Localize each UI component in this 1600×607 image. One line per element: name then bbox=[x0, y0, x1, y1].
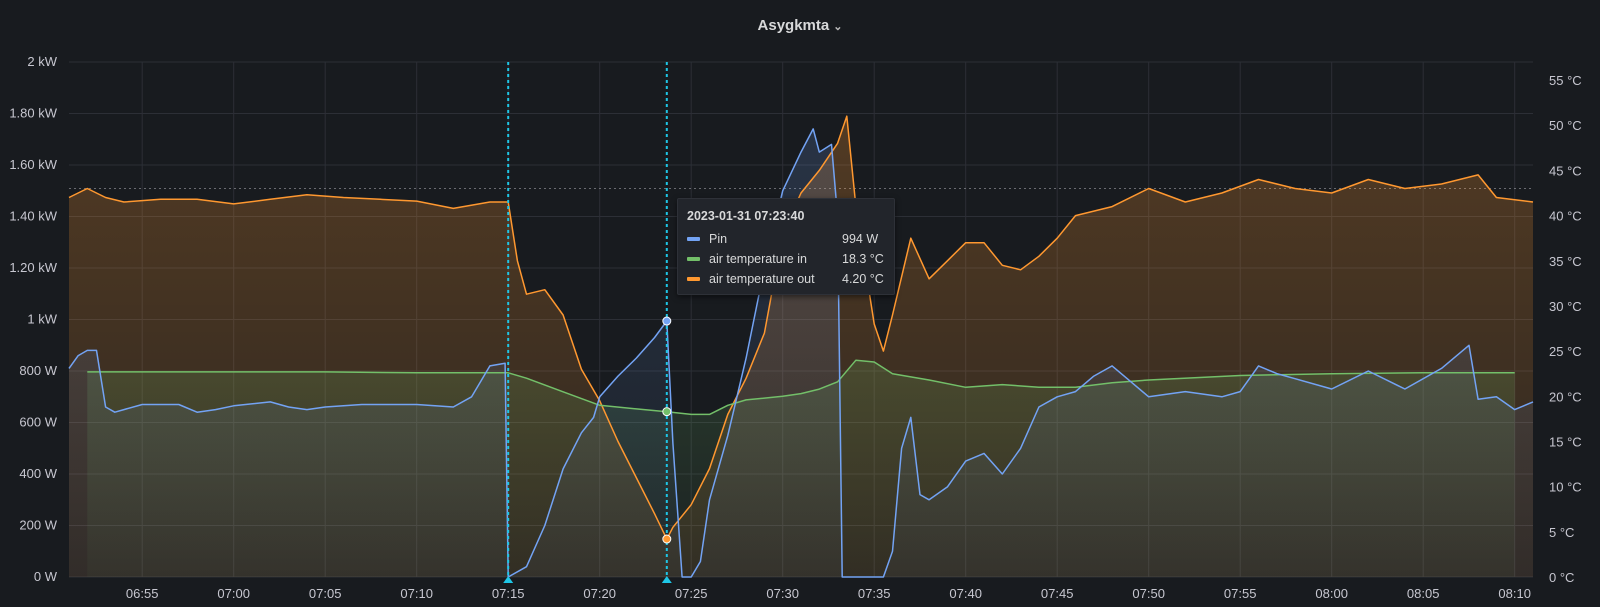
x-tick-label: 08:05 bbox=[1407, 586, 1440, 601]
series-line-air-temperature-in bbox=[87, 359, 1515, 416]
panel-title-text: Asygkmta bbox=[757, 17, 830, 34]
tooltip-swatch-pin bbox=[687, 237, 700, 241]
x-tick-label: 07:25 bbox=[675, 586, 708, 601]
tooltip-value: 994 W bbox=[842, 232, 879, 246]
hover-point bbox=[662, 534, 672, 544]
y-left-tick-label: 200 W bbox=[19, 518, 57, 533]
y-right-tick-label: 30 °C bbox=[1549, 299, 1582, 314]
y-right-tick-label: 50 °C bbox=[1549, 118, 1582, 133]
y-right-tick-label: 5 °C bbox=[1549, 525, 1574, 540]
y-left-tick-label: 800 W bbox=[19, 363, 57, 378]
hover-point bbox=[662, 316, 672, 326]
cursor-marker-triangle bbox=[503, 576, 514, 583]
y-left-tick-label: 1 kW bbox=[27, 312, 57, 327]
x-tick-label: 07:55 bbox=[1224, 586, 1257, 601]
chevron-down-icon: ⌄ bbox=[833, 21, 843, 33]
tooltip-row: air temperature out 4.20 °C bbox=[687, 269, 885, 289]
x-tick-label: 08:00 bbox=[1315, 586, 1348, 601]
y-left-tick-label: 400 W bbox=[19, 466, 57, 481]
x-tick-label: 07:45 bbox=[1041, 586, 1074, 601]
y-right-tick-label: 20 °C bbox=[1549, 389, 1582, 404]
y-left-tick-label: 2 kW bbox=[27, 54, 57, 69]
x-tick-label: 07:30 bbox=[766, 586, 799, 601]
x-tick-label: 07:15 bbox=[492, 586, 525, 601]
y-left-tick-label: 1.60 kW bbox=[9, 157, 57, 172]
tooltip-time: 2023-01-31 07:23:40 bbox=[687, 209, 805, 223]
tooltip-label: Pin bbox=[709, 232, 728, 246]
tooltip-swatch-air-out bbox=[687, 277, 700, 281]
series-line-pin bbox=[68, 128, 1534, 578]
y-left-tick-label: 1.20 kW bbox=[9, 260, 57, 275]
y-right-tick-label: 55 °C bbox=[1549, 73, 1582, 88]
x-tick-label: 06:55 bbox=[126, 586, 159, 601]
x-tick-label: 07:10 bbox=[400, 586, 433, 601]
y-right-tick-label: 10 °C bbox=[1549, 480, 1582, 495]
y-right-tick-label: 40 °C bbox=[1549, 209, 1582, 224]
x-tick-label: 07:20 bbox=[583, 586, 616, 601]
hover-point bbox=[662, 407, 672, 417]
x-tick-label: 07:40 bbox=[949, 586, 982, 601]
tooltip-row: Pin 994 W bbox=[687, 229, 885, 249]
tooltip-value: 18.3 °C bbox=[842, 252, 884, 266]
tooltip-row: air temperature in 18.3 °C bbox=[687, 249, 885, 269]
y-left-tick-label: 1.40 kW bbox=[9, 209, 57, 224]
tooltip-swatch-air-in bbox=[687, 257, 700, 261]
y-left-tick-label: 0 W bbox=[34, 569, 58, 584]
y-right-tick-label: 35 °C bbox=[1549, 254, 1582, 269]
panel-title[interactable]: Asygkmta ⌄ bbox=[0, 17, 1600, 34]
tooltip-label: air temperature out bbox=[709, 272, 815, 286]
series-area-pin bbox=[69, 128, 1533, 577]
cursor-marker-triangle bbox=[661, 576, 672, 583]
x-tick-label: 07:35 bbox=[858, 586, 891, 601]
x-tick-label: 07:00 bbox=[217, 586, 250, 601]
y-right-tick-label: 45 °C bbox=[1549, 163, 1582, 178]
tooltip-value: 4.20 °C bbox=[842, 272, 884, 286]
x-tick-label: 08:10 bbox=[1498, 586, 1531, 601]
x-tick-label: 07:50 bbox=[1132, 586, 1165, 601]
y-left-tick-label: 600 W bbox=[19, 415, 57, 430]
hover-tooltip: 2023-01-31 07:23:40 Pin 994 W air temper… bbox=[677, 198, 895, 295]
y-right-tick-label: 25 °C bbox=[1549, 344, 1582, 359]
y-right-tick-label: 0 °C bbox=[1549, 570, 1574, 585]
y-left-tick-label: 1.80 kW bbox=[9, 106, 57, 121]
x-tick-label: 07:05 bbox=[309, 586, 342, 601]
y-right-tick-label: 15 °C bbox=[1549, 434, 1582, 449]
tooltip-label: air temperature in bbox=[709, 252, 807, 266]
